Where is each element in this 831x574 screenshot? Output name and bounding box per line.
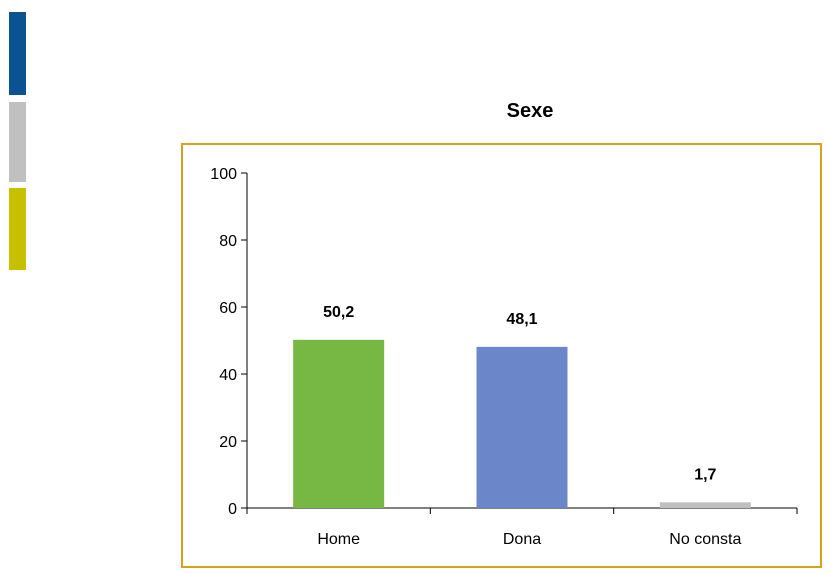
x-category-label: Dona bbox=[503, 531, 541, 548]
data-label: 1,7 bbox=[694, 466, 716, 483]
x-category-label: Home bbox=[317, 531, 360, 548]
bar-dona bbox=[476, 346, 568, 508]
data-label: 48,1 bbox=[506, 311, 537, 328]
side-accent-yellow bbox=[9, 188, 26, 270]
x-category-label: No consta bbox=[669, 531, 741, 548]
bar-no-consta bbox=[659, 502, 751, 508]
y-tick-label: 0 bbox=[228, 501, 237, 518]
side-accent-gray bbox=[9, 102, 26, 182]
y-tick-label: 100 bbox=[210, 166, 237, 183]
chart-frame bbox=[181, 143, 822, 568]
side-accent-blue bbox=[9, 12, 26, 95]
y-tick-label: 20 bbox=[219, 434, 237, 451]
data-label: 50,2 bbox=[323, 304, 354, 321]
y-tick-label: 60 bbox=[219, 300, 237, 317]
y-tick-label: 40 bbox=[219, 367, 237, 384]
chart-title: Sexe bbox=[506, 100, 554, 122]
bar-home bbox=[293, 339, 385, 508]
y-tick-label: 80 bbox=[219, 233, 237, 250]
